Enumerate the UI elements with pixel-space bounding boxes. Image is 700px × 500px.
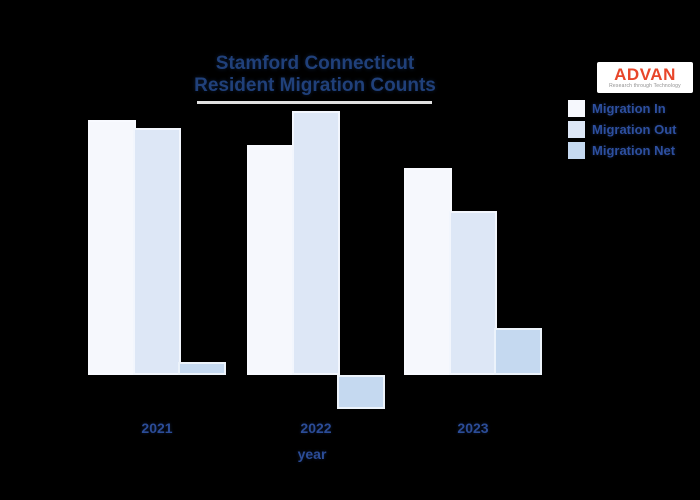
chart-title-line1: Stamford Connecticut (215, 53, 415, 74)
legend-item-migration-in[interactable]: Migration In (568, 100, 677, 117)
bar-2022-migration-net[interactable] (337, 375, 385, 409)
bar-2023-migration-net[interactable] (494, 328, 542, 375)
legend: Migration In Migration Out Migration Net (568, 100, 677, 159)
bar-2023-migration-out[interactable] (449, 211, 497, 375)
legend-swatch-migration-net (568, 142, 585, 159)
legend-swatch-migration-out (568, 121, 585, 138)
legend-swatch-migration-in (568, 100, 585, 117)
advan-logo-tagline: Research through Technology (609, 83, 681, 89)
bar-2023-migration-in[interactable] (404, 168, 452, 375)
bar-2022-migration-out[interactable] (292, 111, 340, 375)
bar-2021-migration-out[interactable] (133, 128, 181, 375)
legend-item-migration-net[interactable]: Migration Net (568, 142, 677, 159)
legend-label-migration-in: Migration In (592, 101, 666, 116)
x-tick-2023: 2023 (457, 420, 489, 436)
bar-2021-migration-net[interactable] (178, 362, 226, 375)
x-axis-title: year (297, 446, 327, 462)
x-tick-2022: 2022 (300, 420, 332, 436)
legend-label-migration-net: Migration Net (592, 143, 676, 158)
legend-item-migration-out[interactable]: Migration Out (568, 121, 677, 138)
plot-top-artifact-line (197, 101, 432, 104)
x-tick-2021: 2021 (141, 420, 173, 436)
bar-2022-migration-in[interactable] (247, 145, 295, 375)
chart-title: Stamford Connecticut Resident Migration … (194, 53, 436, 97)
advan-logo-text: ADVAN (614, 65, 676, 84)
legend-label-migration-out: Migration Out (592, 122, 677, 137)
advan-logo: ADVAN Research through Technology (597, 62, 693, 93)
bar-2021-migration-in[interactable] (88, 120, 136, 375)
chart-title-line2: Resident Migration Counts (194, 75, 436, 96)
